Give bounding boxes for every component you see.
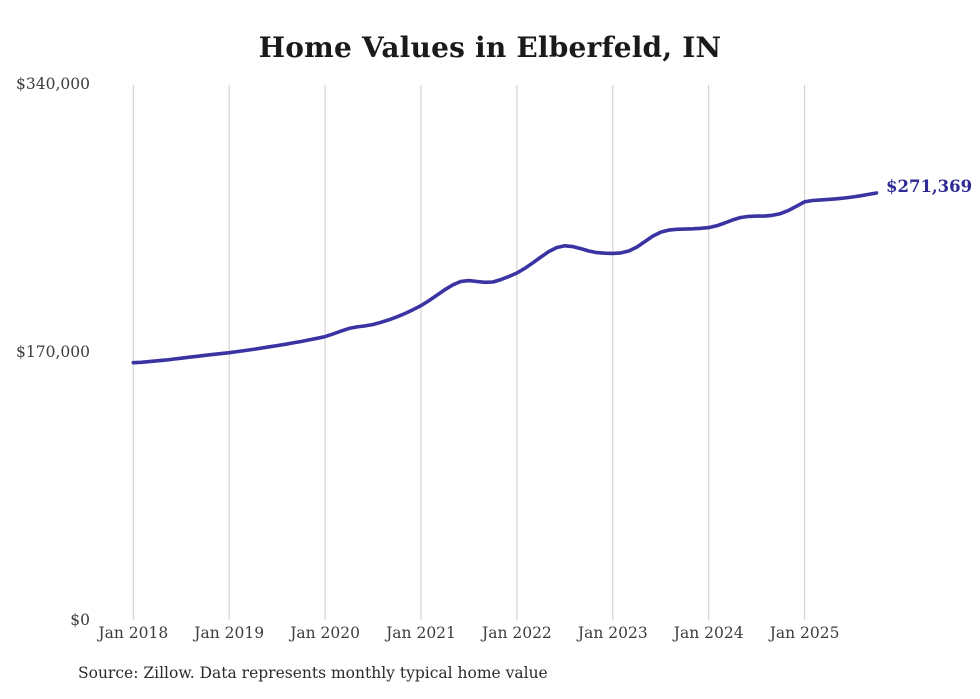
chart-title: Home Values in Elberfeld, IN: [258, 31, 722, 64]
y-tick-label-top: $340,000: [16, 75, 90, 93]
source-note: Source: Zillow. Data represents monthly …: [78, 664, 548, 682]
x-tick-label: Jan 2024: [673, 624, 744, 642]
x-tick-label: Jan 2023: [577, 624, 648, 642]
home-value-line: [131, 191, 879, 365]
latest-value-label: $271,369: [886, 177, 973, 196]
x-tick-label: Jan 2020: [290, 624, 360, 642]
y-tick-label-middle: $170,000: [16, 343, 90, 361]
x-tick-label: Jan 2021: [386, 624, 456, 642]
x-tick-label: Jan 2018: [98, 624, 169, 642]
y-tick-label-bottom: $0: [70, 611, 90, 629]
x-tick-label: Jan 2019: [194, 624, 265, 642]
x-tick-label: Jan 2025: [769, 624, 840, 642]
x-tick-label: Jan 2022: [481, 624, 552, 642]
